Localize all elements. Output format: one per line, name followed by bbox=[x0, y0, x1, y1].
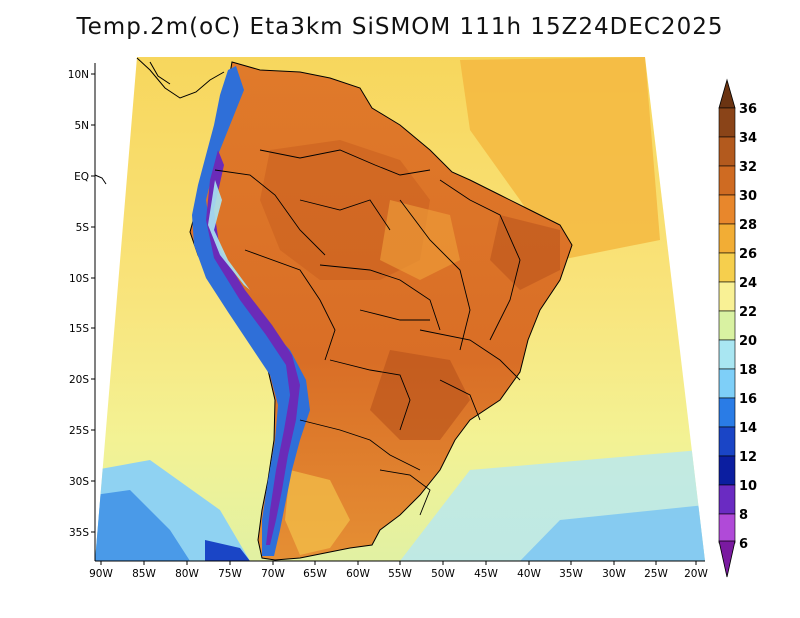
lon-label-75w: 75W bbox=[218, 568, 242, 580]
cold-pacific-spot bbox=[205, 540, 250, 561]
colorbar-label-8: 8 bbox=[739, 508, 748, 523]
colorbar-label-26: 26 bbox=[739, 247, 757, 262]
colorbar-segment bbox=[718, 368, 736, 399]
longitude-axis: 90W 85W 80W 75W 70W 65W 60W 55W 50W 45W … bbox=[89, 561, 708, 580]
colorbar-label-6: 6 bbox=[739, 537, 748, 552]
colorbar-label-12: 12 bbox=[739, 450, 757, 465]
colorbar-segment bbox=[718, 194, 736, 225]
lat-label-25s: 25S bbox=[69, 425, 89, 437]
lon-label-35w: 35W bbox=[559, 568, 583, 580]
colorbar-top-arrow bbox=[718, 78, 736, 109]
lat-label-10n: 10N bbox=[68, 69, 89, 81]
colorbar-label-28: 28 bbox=[739, 218, 757, 233]
country-borders bbox=[214, 149, 521, 516]
hot-center-south-region bbox=[370, 350, 470, 440]
border-brazil-states-e bbox=[359, 309, 430, 321]
colorbar-label-14: 14 bbox=[739, 421, 757, 436]
colorbar-label-16: 16 bbox=[739, 392, 757, 407]
colorbar-labels: 36 34 32 30 28 26 24 22 20 18 16 14 12 1… bbox=[739, 102, 757, 552]
colorbar-segment bbox=[718, 310, 736, 341]
lat-label-eq: EQ bbox=[74, 171, 89, 183]
lon-label-65w: 65W bbox=[303, 568, 327, 580]
lat-label-5n: 5N bbox=[74, 120, 89, 132]
panama-coast bbox=[136, 57, 225, 99]
colorbar-segment bbox=[718, 513, 736, 544]
colorbar-segment bbox=[718, 484, 736, 515]
lon-label-70w: 70W bbox=[261, 568, 285, 580]
latitude-axis: 10N 5N EQ 5S 10S 15S 20S 25S 30S 35S bbox=[68, 69, 95, 539]
colorbar: 36 34 32 30 28 26 24 22 20 18 16 14 12 1… bbox=[718, 78, 757, 578]
colorbar-segment bbox=[718, 397, 736, 428]
costa-rica-coast bbox=[149, 61, 171, 85]
map-title: Temp.2m(oC) Eta3km SiSMOM 111h 15Z24DEC2… bbox=[76, 14, 724, 40]
lat-label-10s: 10S bbox=[69, 273, 89, 285]
border-uruguay bbox=[379, 469, 431, 516]
colorbar-label-36: 36 bbox=[739, 102, 757, 117]
lon-label-80w: 80W bbox=[175, 568, 199, 580]
central-america-coast bbox=[94, 57, 225, 185]
lon-label-50w: 50W bbox=[431, 568, 455, 580]
south-america bbox=[189, 61, 573, 561]
cooler-south-pacific bbox=[95, 490, 190, 561]
colorbar-segment bbox=[718, 426, 736, 457]
colorbar-segment bbox=[718, 165, 736, 196]
lat-label-15s: 15S bbox=[69, 323, 89, 335]
colorbar-segment bbox=[718, 281, 736, 312]
colorbar-label-32: 32 bbox=[739, 160, 757, 175]
cooler-south-atlantic bbox=[520, 505, 705, 561]
border-brazil-states-c bbox=[419, 329, 521, 381]
border-brazil-states-a bbox=[439, 179, 521, 341]
colorbar-label-20: 20 bbox=[739, 334, 757, 349]
colorbar-bottom-arrow bbox=[718, 540, 736, 578]
border-brazil-states-f bbox=[299, 199, 391, 231]
lat-label-20s: 20S bbox=[69, 374, 89, 386]
border-paraguay bbox=[329, 359, 411, 431]
lon-label-20w: 20W bbox=[684, 568, 708, 580]
warm-atlantic-patch bbox=[460, 57, 660, 260]
border-brazil-states-d bbox=[439, 379, 481, 421]
hot-northeast-region bbox=[490, 215, 560, 290]
lon-label-90w: 90W bbox=[89, 568, 113, 580]
warm-patagonia-patch bbox=[285, 470, 350, 555]
colorbar-segment bbox=[718, 107, 736, 138]
colorbar-segments bbox=[718, 107, 736, 544]
lat-label-5s: 5S bbox=[76, 222, 90, 234]
colorbar-label-18: 18 bbox=[739, 363, 757, 378]
border-north bbox=[259, 149, 431, 176]
lon-label-55w: 55W bbox=[388, 568, 412, 580]
colorbar-label-22: 22 bbox=[739, 305, 757, 320]
lon-label-85w: 85W bbox=[132, 568, 156, 580]
warm-interior-patch bbox=[380, 200, 460, 280]
colorbar-label-30: 30 bbox=[739, 189, 757, 204]
border-peru-brazil bbox=[244, 249, 336, 361]
colorbar-label-34: 34 bbox=[739, 131, 757, 146]
lon-label-30w: 30W bbox=[602, 568, 626, 580]
border-argentina-north bbox=[299, 419, 421, 471]
colorbar-segment bbox=[718, 455, 736, 486]
lat-label-30s: 30S bbox=[69, 476, 89, 488]
colorbar-segment bbox=[718, 252, 736, 283]
lat-label-35s: 35S bbox=[69, 527, 89, 539]
border-bolivia-brazil bbox=[319, 264, 441, 331]
colorbar-segment bbox=[718, 223, 736, 254]
andes-cool-fringe bbox=[208, 180, 262, 300]
colorbar-label-24: 24 bbox=[739, 276, 757, 291]
galapagos-islands bbox=[94, 174, 107, 185]
lon-label-25w: 25W bbox=[644, 568, 668, 580]
border-colombia-peru bbox=[214, 169, 326, 256]
border-brazil-states-b bbox=[399, 199, 471, 351]
colorbar-segment bbox=[718, 339, 736, 370]
colorbar-segment bbox=[718, 136, 736, 167]
lon-label-40w: 40W bbox=[517, 568, 541, 580]
lon-label-60w: 60W bbox=[346, 568, 370, 580]
lon-label-45w: 45W bbox=[474, 568, 498, 580]
colorbar-label-10: 10 bbox=[739, 479, 757, 494]
